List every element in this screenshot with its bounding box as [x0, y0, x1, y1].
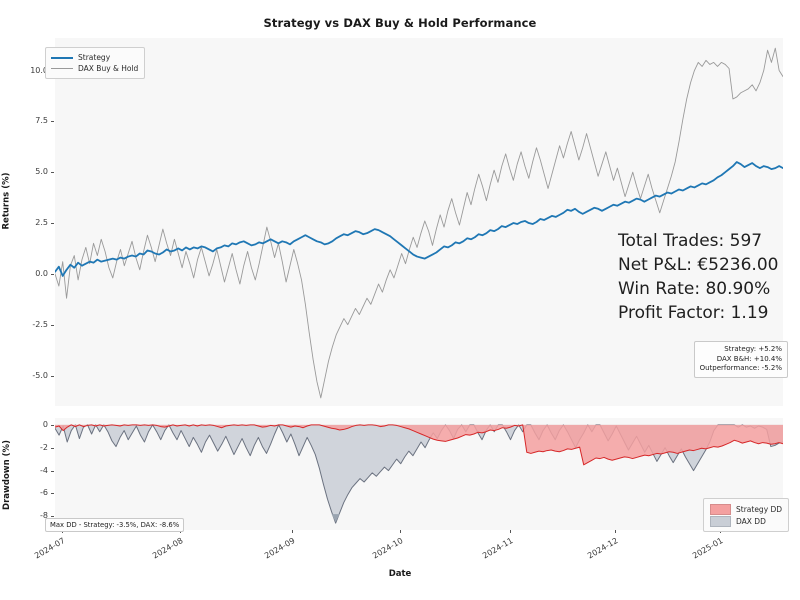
legend-label-dax-dd: DAX DD — [736, 516, 766, 526]
x-tick-mark — [615, 530, 616, 533]
x-tick-mark — [400, 530, 401, 533]
summary-stats: Total Trades: 597 Net P&L: €5236.00 Win … — [618, 229, 778, 325]
strategy-line — [55, 161, 783, 277]
stat-net-pnl: Net P&L: €5236.00 — [618, 255, 779, 275]
drawdown-y-axis-label: Drawdown (%) — [1, 440, 12, 510]
drawdown-y-tick-mark — [51, 447, 54, 449]
drawdown-legend[interactable]: Strategy DD DAX DD — [703, 498, 790, 532]
x-axis-label: Date — [388, 569, 412, 579]
legend-label-dax: DAX Buy & Hold — [78, 64, 139, 73]
drawdown-y-tick-label: 0 — [42, 419, 48, 429]
perf-outperformance: Outperformance: -5.2% — [699, 364, 782, 372]
x-tick-label: 2025-01 — [691, 536, 725, 561]
returns-y-tick-mark — [51, 324, 54, 326]
drawdown-plot-area — [55, 418, 783, 530]
legend-label-strategy: Strategy — [78, 53, 111, 62]
drawdown-y-tick-label: -4 — [40, 465, 48, 475]
x-tick-label: 2024-07 — [33, 536, 67, 561]
drawdown-y-tick-mark — [51, 424, 54, 426]
drawdown-y-tick-label: -8 — [40, 511, 48, 521]
drawdown-y-tick-label: -6 — [40, 488, 48, 498]
returns-y-tick-label: 2.5 — [35, 218, 48, 228]
returns-plot-area — [55, 38, 783, 406]
returns-y-tick-mark — [51, 273, 54, 275]
stat-total-trades: Total Trades: 597 — [618, 231, 763, 251]
performance-summary-box: Strategy: +5.2% DAX B&H: +10.4% Outperfo… — [693, 341, 788, 378]
perf-dax: DAX B&H: +10.4% — [716, 354, 782, 363]
dax-line — [55, 47, 783, 399]
returns-y-tick-mark — [51, 223, 54, 225]
perf-strategy: Strategy: +5.2% — [724, 345, 782, 353]
drawdown-series-svg — [55, 424, 783, 524]
legend-patch-dax-dd — [710, 515, 731, 527]
returns-y-tick-label: -5.0 — [32, 370, 48, 380]
returns-y-tick-mark — [51, 121, 54, 123]
legend-line-dax — [51, 68, 73, 69]
x-tick-label: 2024-10 — [371, 536, 405, 561]
max-drawdown-annotation: Max DD - Strategy: -3.5%, DAX: -8.6% — [45, 518, 185, 532]
x-tick-label: 2024-08 — [151, 536, 185, 561]
returns-y-tick-label: 7.5 — [35, 116, 48, 126]
returns-y-tick-label: 5.0 — [35, 167, 48, 177]
returns-legend[interactable]: Strategy DAX Buy & Hold — [45, 47, 146, 79]
drawdown-y-tick-mark — [51, 470, 54, 472]
legend-item-dax[interactable]: DAX Buy & Hold — [51, 63, 138, 74]
legend-line-strategy — [51, 56, 73, 59]
max-dd-arrow-icon — [331, 514, 340, 523]
drawdown-y-tick-mark — [51, 493, 54, 495]
legend-label-strategy-dd: Strategy DD — [736, 504, 783, 514]
drawdown-y-tick-label: -2 — [40, 442, 48, 452]
legend-item-strategy-dd[interactable]: Strategy DD — [710, 503, 782, 515]
x-tick-mark — [292, 530, 293, 533]
returns-y-tick-mark — [51, 172, 54, 174]
x-tick-mark — [510, 530, 511, 533]
legend-item-strategy[interactable]: Strategy — [51, 52, 138, 63]
stat-profit-factor: Profit Factor: 1.19 — [618, 303, 769, 323]
stat-win-rate: Win Rate: 80.90% — [618, 279, 771, 299]
chart-title: Strategy vs DAX Buy & Hold Performance — [263, 16, 537, 30]
strategy-dd-line — [55, 424, 783, 466]
drawdown-y-tick-mark — [51, 516, 54, 518]
legend-patch-strategy-dd — [710, 503, 731, 515]
returns-y-tick-label: -2.5 — [32, 319, 48, 329]
returns-y-tick-label: 10.0 — [30, 65, 48, 75]
legend-item-dax-dd[interactable]: DAX DD — [710, 515, 782, 527]
x-tick-label: 2024-09 — [263, 536, 297, 561]
returns-y-tick-label: 0.0 — [35, 268, 48, 278]
x-tick-label: 2024-12 — [586, 536, 620, 561]
x-tick-label: 2024-11 — [481, 536, 515, 561]
strategy-dd-fill — [55, 424, 783, 465]
returns-series-svg — [55, 47, 783, 399]
returns-y-tick-mark — [51, 375, 54, 377]
